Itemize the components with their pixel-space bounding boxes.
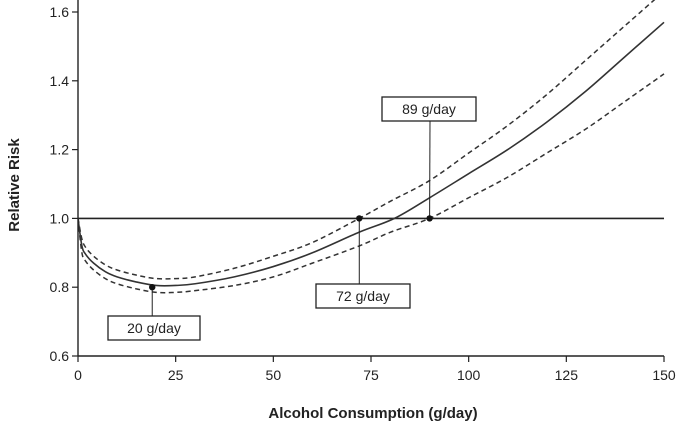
y-tick-label: 1.4 xyxy=(50,73,70,89)
annotation-label: 89 g/day xyxy=(402,101,456,117)
x-tick-label: 0 xyxy=(74,367,82,383)
annotation-marker xyxy=(426,215,433,222)
y-tick-label: 1.6 xyxy=(50,4,70,20)
y-tick-label: 0.8 xyxy=(50,279,70,295)
annotation-marker xyxy=(356,215,363,222)
x-tick-label: 25 xyxy=(168,367,184,383)
x-tick-label: 125 xyxy=(555,367,579,383)
lower-ci-curve xyxy=(78,73,665,294)
x-tick-label: 100 xyxy=(457,367,481,383)
x-axis-title: Alcohol Consumption (g/day) xyxy=(268,405,477,422)
y-axis-title: Relative Risk xyxy=(6,138,23,232)
upper-ci-curve xyxy=(78,0,656,280)
x-tick-label: 75 xyxy=(363,367,379,383)
y-tick-label: 1.2 xyxy=(50,142,70,158)
annotation-marker xyxy=(149,284,156,291)
annotation-layer: 20 g/day 72 g/day 89 g/day xyxy=(107,96,477,341)
y-tick-label: 1.0 xyxy=(50,210,70,226)
annotation-2: 72 g/day xyxy=(315,215,411,309)
y-tick-label: 0.6 xyxy=(50,348,70,364)
annotation-box xyxy=(315,283,411,309)
annotation-3: 89 g/day xyxy=(381,96,477,222)
annotation-box xyxy=(381,96,477,122)
annotation-box xyxy=(107,315,201,341)
curve-layer xyxy=(78,0,665,294)
annotation-1: 20 g/day xyxy=(107,284,201,341)
axis-layer: 0.6 0.8 1.0 1.2 1.4 1.6 0 25 50 75 100 125 150 xyxy=(50,0,676,383)
x-tick-label: 50 xyxy=(266,367,282,383)
x-tick-label: 150 xyxy=(652,367,676,383)
estimate-curve xyxy=(78,21,665,287)
annotation-label: 72 g/day xyxy=(336,288,390,304)
annotation-label: 20 g/day xyxy=(127,320,181,336)
